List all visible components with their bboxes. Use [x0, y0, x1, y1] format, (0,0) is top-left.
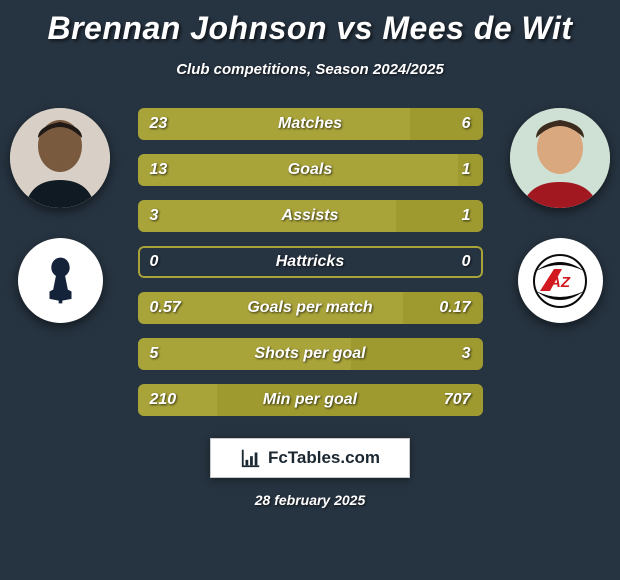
stat-value-right: 1 — [462, 154, 471, 186]
person-icon — [10, 108, 110, 208]
stat-row: 210Min per goal707 — [138, 384, 483, 416]
svg-text:AZ: AZ — [549, 274, 571, 291]
player-left-avatar — [10, 108, 110, 208]
stat-row: 0Hattricks0 — [138, 246, 483, 278]
right-column: AZ — [510, 108, 610, 323]
stat-value-right: 0 — [462, 246, 471, 278]
stat-row: 0.57Goals per match0.17 — [138, 292, 483, 324]
az-icon: AZ — [530, 251, 590, 311]
left-column — [10, 108, 110, 323]
stat-value-right: 0.17 — [439, 292, 470, 324]
stat-label: Shots per goal — [138, 338, 483, 370]
comparison-content: AZ 23Matches613Goals13Assists10Hattricks… — [0, 108, 620, 416]
stat-label: Assists — [138, 200, 483, 232]
club-left-logo — [18, 238, 103, 323]
page-title: Brennan Johnson vs Mees de Wit — [0, 0, 620, 47]
stat-row: 3Assists1 — [138, 200, 483, 232]
stat-value-right: 707 — [444, 384, 471, 416]
stat-label: Goals — [138, 154, 483, 186]
stat-label: Hattricks — [138, 246, 483, 278]
branding-box: FcTables.com — [210, 438, 410, 478]
stat-label: Matches — [138, 108, 483, 140]
stat-value-right: 6 — [462, 108, 471, 140]
stat-value-right: 3 — [462, 338, 471, 370]
chart-icon — [240, 447, 262, 469]
branding-text: FcTables.com — [268, 448, 380, 468]
stat-label: Min per goal — [138, 384, 483, 416]
tottenham-icon — [33, 253, 88, 308]
stat-bars: 23Matches613Goals13Assists10Hattricks00.… — [138, 108, 483, 416]
club-right-logo: AZ — [518, 238, 603, 323]
stat-row: 23Matches6 — [138, 108, 483, 140]
stat-label: Goals per match — [138, 292, 483, 324]
subtitle: Club competitions, Season 2024/2025 — [0, 61, 620, 78]
stat-value-right: 1 — [462, 200, 471, 232]
player-right-avatar — [510, 108, 610, 208]
stat-row: 13Goals1 — [138, 154, 483, 186]
stat-row: 5Shots per goal3 — [138, 338, 483, 370]
person-icon — [510, 108, 610, 208]
date-text: 28 february 2025 — [0, 492, 620, 508]
